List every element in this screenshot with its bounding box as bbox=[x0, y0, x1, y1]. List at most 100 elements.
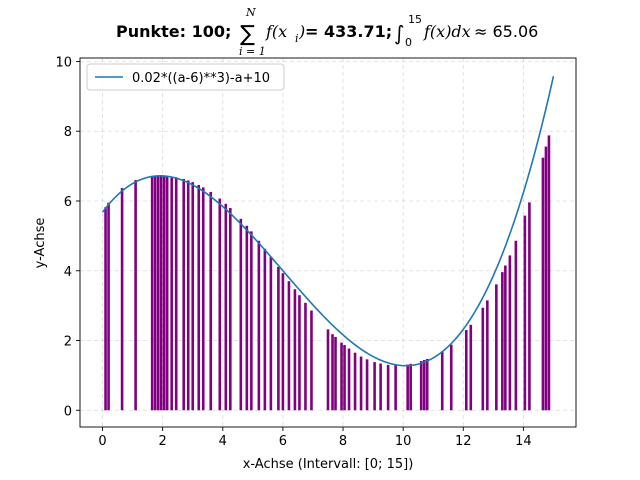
bar bbox=[409, 363, 412, 411]
title-sum-symbol: ∑ bbox=[240, 22, 255, 47]
legend-entry-label: 0.02*((a-6)**3)-a+10 bbox=[132, 71, 270, 86]
bar bbox=[186, 180, 190, 411]
bar bbox=[326, 329, 330, 411]
bar bbox=[501, 272, 504, 411]
x-axis-ticks: 0 2 4 6 8 10 12 14 bbox=[98, 427, 532, 449]
bar bbox=[353, 352, 357, 411]
bar bbox=[197, 184, 201, 411]
bar bbox=[394, 365, 397, 411]
y-tick-label: 0 bbox=[64, 404, 72, 419]
bar bbox=[304, 302, 307, 411]
bar bbox=[104, 207, 107, 411]
y-tick-label: 4 bbox=[64, 265, 72, 280]
bar bbox=[159, 175, 163, 411]
title-integral-symbol: ∫ bbox=[394, 21, 404, 45]
bar bbox=[298, 295, 301, 411]
title-sum-result: = 433.71; bbox=[305, 22, 392, 41]
title-integral-upper: 15 bbox=[408, 13, 422, 26]
y-axis-label: y-Achse bbox=[33, 218, 48, 269]
y-axis-ticks: 0 2 4 6 8 10 bbox=[55, 55, 80, 419]
bar bbox=[340, 342, 343, 411]
x-tick-label: 6 bbox=[279, 434, 287, 449]
bar bbox=[541, 157, 545, 411]
bar bbox=[165, 176, 169, 411]
bar bbox=[150, 176, 154, 411]
bar bbox=[514, 240, 518, 411]
bar bbox=[464, 330, 468, 411]
bar bbox=[250, 231, 253, 411]
bar bbox=[239, 218, 243, 411]
x-tick-label: 2 bbox=[159, 434, 167, 449]
title-integral-lower: 0 bbox=[405, 36, 412, 49]
bar bbox=[422, 360, 426, 411]
bar bbox=[331, 334, 334, 411]
bar bbox=[107, 202, 110, 411]
bar bbox=[201, 187, 205, 411]
title-sum-upper: N bbox=[245, 6, 256, 19]
bar bbox=[373, 362, 376, 411]
bar bbox=[365, 359, 369, 411]
title-integral-result: ≈ 65.06 bbox=[474, 22, 538, 41]
bar bbox=[449, 344, 453, 411]
bar bbox=[406, 364, 409, 411]
chart-title: Punkte: 100; N ∑ i = 1 f(x i ) = 433.71;… bbox=[116, 6, 538, 58]
bar bbox=[440, 351, 444, 411]
bar bbox=[310, 310, 313, 411]
bar bbox=[523, 215, 527, 411]
bar bbox=[162, 176, 166, 411]
bar bbox=[359, 356, 363, 411]
bar bbox=[293, 289, 297, 411]
title-sum-lower: i = 1 bbox=[239, 45, 266, 58]
bar bbox=[287, 281, 291, 411]
bar bbox=[281, 273, 285, 411]
title-integral-body: f(x)dx bbox=[423, 22, 471, 41]
bar-series bbox=[104, 135, 551, 411]
bar bbox=[120, 188, 124, 411]
bar bbox=[229, 207, 232, 411]
bar bbox=[486, 300, 489, 411]
bar bbox=[495, 284, 498, 411]
y-tick-label: 2 bbox=[64, 335, 72, 350]
title-sum-body-sub: i bbox=[295, 32, 299, 45]
plot-frame bbox=[79, 57, 577, 428]
bar bbox=[257, 240, 261, 411]
bar bbox=[156, 175, 160, 411]
bar bbox=[469, 324, 473, 411]
x-tick-label: 8 bbox=[339, 434, 347, 449]
bar bbox=[386, 364, 390, 411]
y-tick-label: 10 bbox=[55, 55, 72, 70]
bar bbox=[134, 180, 137, 411]
bar bbox=[277, 266, 280, 411]
bar bbox=[245, 225, 249, 411]
x-tick-label: 12 bbox=[455, 434, 472, 449]
bar bbox=[347, 348, 351, 411]
y-tick-label: 8 bbox=[64, 125, 72, 140]
bar bbox=[224, 203, 228, 411]
bar bbox=[334, 337, 337, 411]
title-sum-body-close: ) bbox=[298, 22, 305, 41]
bar bbox=[170, 176, 173, 411]
bar bbox=[425, 358, 429, 411]
bar bbox=[209, 191, 213, 411]
bar bbox=[481, 307, 485, 411]
bar bbox=[547, 135, 551, 411]
bar bbox=[544, 146, 548, 411]
bar bbox=[419, 361, 423, 411]
plot-area: 0 2 4 6 8 10 12 14 0 2 4 6 8 10 bbox=[55, 55, 577, 449]
bar bbox=[174, 177, 178, 411]
bar bbox=[343, 345, 346, 411]
bar bbox=[153, 176, 157, 411]
function-curve bbox=[101, 75, 555, 367]
bar bbox=[508, 255, 512, 411]
x-tick-label: 0 bbox=[98, 434, 106, 449]
bar bbox=[528, 202, 531, 411]
x-tick-label: 14 bbox=[515, 434, 532, 449]
bar bbox=[182, 179, 186, 411]
legend: 0.02*((a-6)**3)-a+10 bbox=[86, 63, 285, 91]
bar bbox=[218, 198, 222, 411]
x-tick-label: 10 bbox=[395, 434, 412, 449]
title-sum-body: f(x bbox=[265, 22, 287, 41]
x-tick-label: 4 bbox=[219, 434, 227, 449]
bar bbox=[269, 256, 273, 411]
